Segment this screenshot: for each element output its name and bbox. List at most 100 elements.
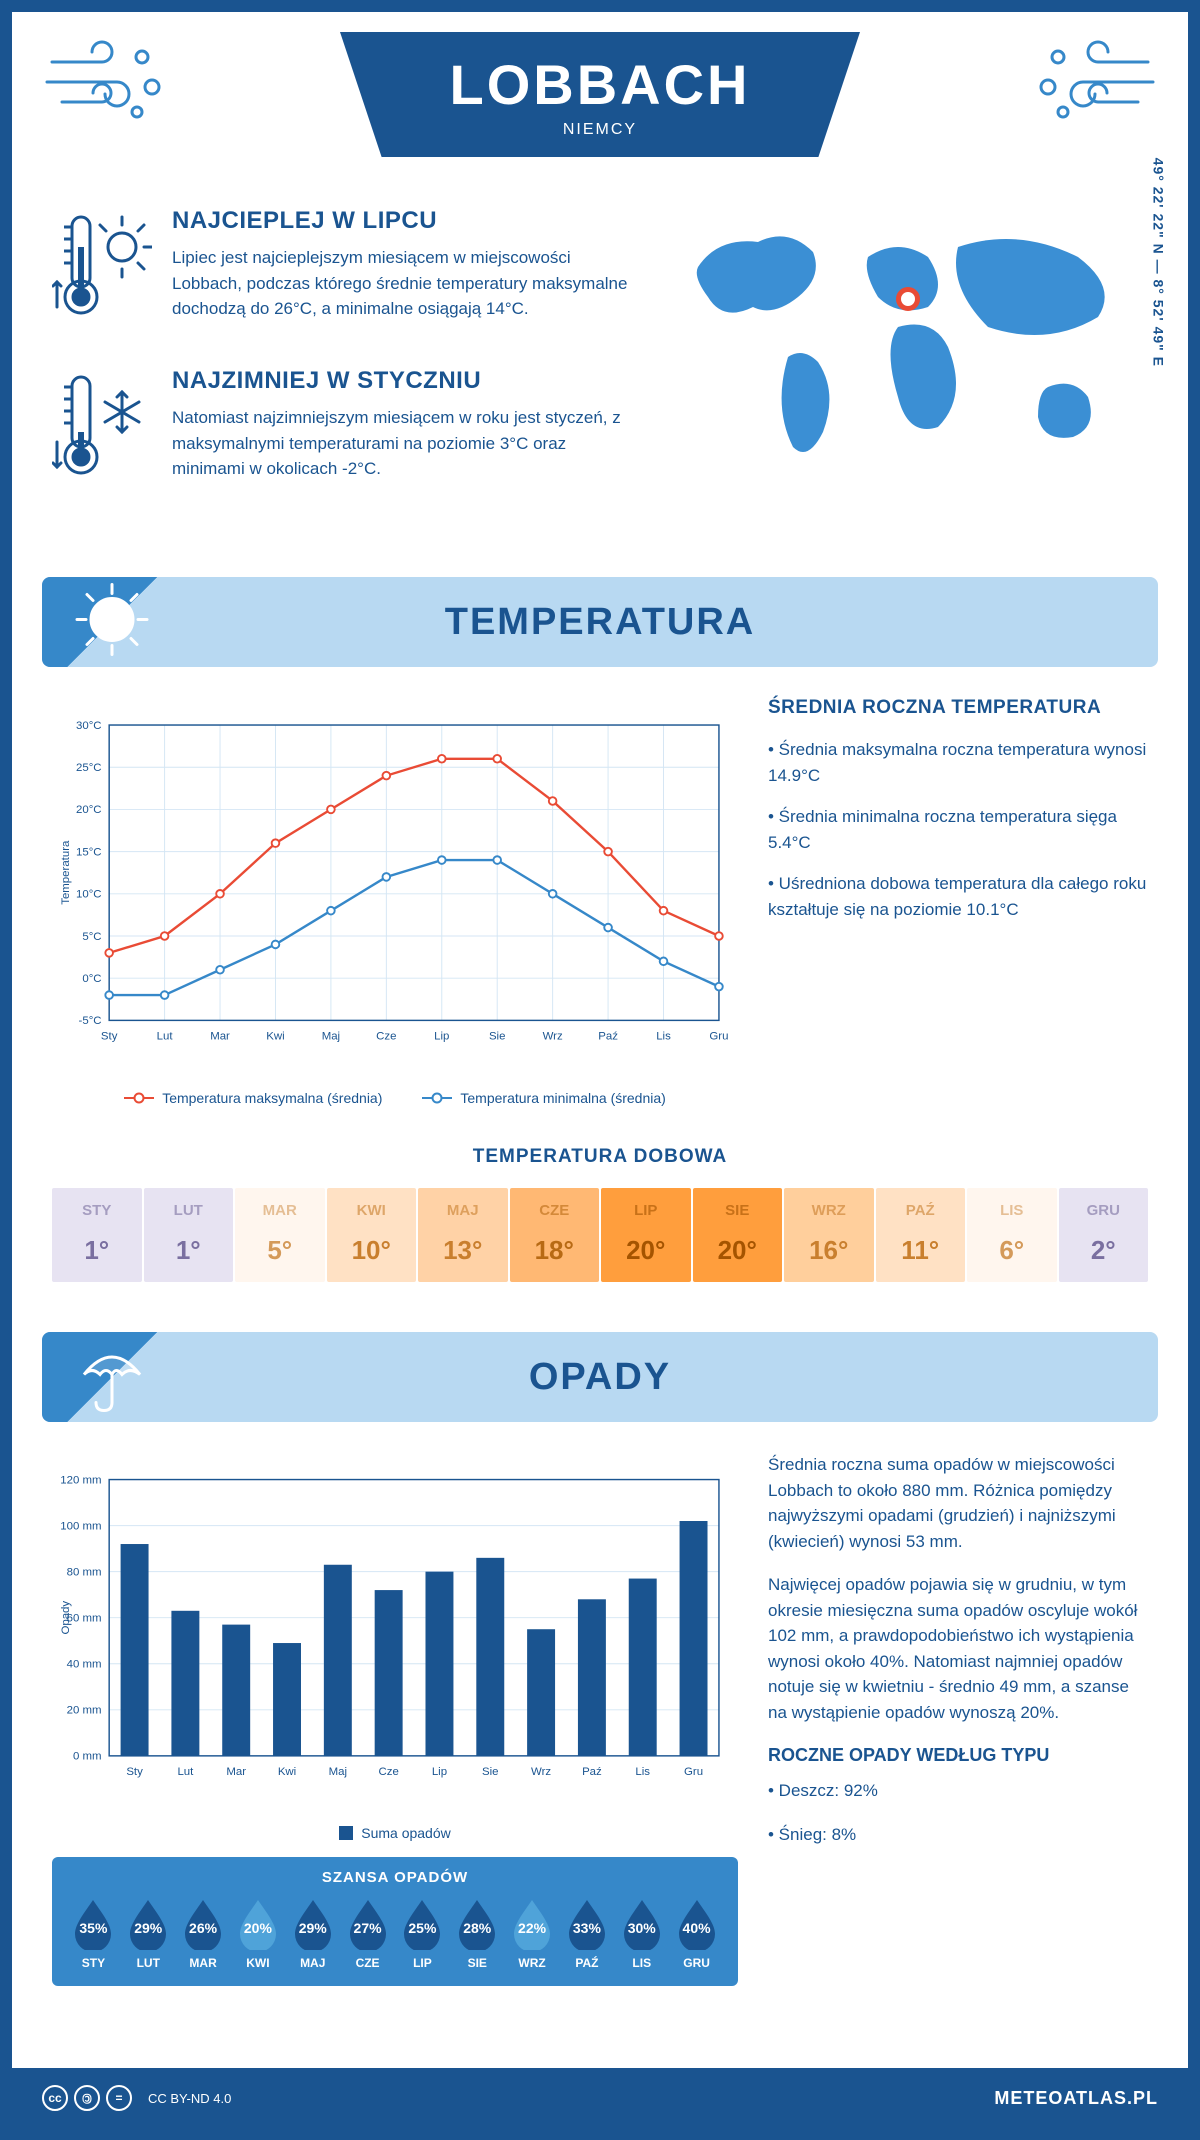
temp-cell: SIE20° [693, 1188, 783, 1282]
thermometer-sun-icon [52, 207, 152, 332]
precip-p2: Najwięcej opadów pojawia się w grudniu, … [768, 1572, 1148, 1725]
header: LOBBACH NIEMCY [12, 12, 1188, 187]
chance-heading: SZANSA OPADÓW [68, 1869, 722, 1886]
country-name: NIEMCY [440, 121, 760, 139]
svg-text:30°C: 30°C [76, 720, 102, 732]
temp-cell: MAJ13° [418, 1188, 508, 1282]
temp-cell: STY1° [52, 1188, 142, 1282]
cc-icon: cc [42, 2085, 68, 2111]
license-area: cc 🄯 = CC BY-ND 4.0 [42, 2085, 231, 2111]
svg-text:Sie: Sie [489, 1030, 506, 1042]
svg-text:Wrz: Wrz [531, 1766, 551, 1778]
cold-title: NAJZIMNIEJ W STYCZNIU [172, 367, 628, 395]
temp-info-b3: • Uśredniona dobowa temperatura dla całe… [768, 871, 1148, 922]
svg-text:Sie: Sie [482, 1766, 499, 1778]
svg-text:Lut: Lut [177, 1766, 194, 1778]
svg-text:0°C: 0°C [82, 973, 101, 985]
temp-cell: KWI10° [327, 1188, 417, 1282]
svg-text:Lip: Lip [434, 1030, 449, 1042]
temperature-header: TEMPERATURA [42, 577, 1158, 667]
drop-cell: 29% LUT [123, 1898, 174, 1970]
precip-chart: 0 mm20 mm40 mm60 mm80 mm100 mm120 mmStyL… [52, 1452, 738, 1986]
svg-text:40 mm: 40 mm [67, 1659, 102, 1671]
svg-text:80 mm: 80 mm [67, 1566, 102, 1578]
temperature-title: TEMPERATURA [445, 601, 756, 644]
svg-text:25°C: 25°C [76, 762, 102, 774]
chance-panel: SZANSA OPADÓW 35% STY 29% LUT 26% MAR 20… [52, 1857, 738, 1986]
drop-cell: 26% MAR [178, 1898, 229, 1970]
svg-text:Maj: Maj [322, 1030, 340, 1042]
thermometer-snow-icon [52, 367, 152, 492]
temp-cell: PAŹ11° [876, 1188, 966, 1282]
svg-text:Lip: Lip [432, 1766, 447, 1778]
footer: cc 🄯 = CC BY-ND 4.0 METEOATLAS.PL [12, 2068, 1188, 2128]
drop-cell: 25% LIP [397, 1898, 448, 1970]
svg-text:Cze: Cze [378, 1766, 398, 1778]
cold-summary: NAJZIMNIEJ W STYCZNIU Natomiast najzimni… [52, 367, 628, 492]
hot-title: NAJCIEPLEJ W LIPCU [172, 207, 628, 235]
wind-decor-right-icon [1028, 32, 1158, 137]
svg-text:10°C: 10°C [76, 889, 102, 901]
precip-header: OPADY [42, 1332, 1158, 1422]
svg-text:Mar: Mar [210, 1030, 230, 1042]
drop-cell: 40% GRU [671, 1898, 722, 1970]
svg-text:Kwi: Kwi [278, 1766, 296, 1778]
daily-temp-grid: STY1° LUT1° MAR5° KWI10° MAJ13° CZE18° L… [52, 1188, 1148, 1282]
svg-text:20 mm: 20 mm [67, 1705, 102, 1717]
svg-text:-5°C: -5°C [79, 1015, 102, 1027]
temp-cell: GRU2° [1059, 1188, 1149, 1282]
precip-info: Średnia roczna suma opadów w miejscowośc… [768, 1452, 1148, 1986]
svg-text:15°C: 15°C [76, 846, 102, 858]
svg-text:Temperatura: Temperatura [60, 840, 72, 905]
cold-text: Natomiast najzimniejszym miesiącem w rok… [172, 405, 628, 482]
drop-cell: 30% LIS [616, 1898, 667, 1970]
brand: METEOATLAS.PL [994, 2088, 1158, 2109]
license-text: CC BY-ND 4.0 [148, 2091, 231, 2106]
world-map-icon [668, 207, 1148, 487]
nd-icon: = [106, 2085, 132, 2111]
temp-cell: LIP20° [601, 1188, 691, 1282]
temperature-legend: Temperatura maksymalna (średnia) Tempera… [52, 1090, 738, 1106]
svg-text:5°C: 5°C [82, 931, 101, 943]
svg-text:20°C: 20°C [76, 804, 102, 816]
temp-cell: WRZ16° [784, 1188, 874, 1282]
svg-text:Lis: Lis [656, 1030, 671, 1042]
drop-cell: 35% STY [68, 1898, 119, 1970]
svg-text:Gru: Gru [709, 1030, 728, 1042]
temp-cell: LIS6° [967, 1188, 1057, 1282]
svg-text:Sty: Sty [126, 1766, 143, 1778]
daily-temp-section: TEMPERATURA DOBOWA STY1° LUT1° MAR5° KWI… [12, 1146, 1188, 1332]
hot-text: Lipiec jest najcieplejszym miesiącem w m… [172, 245, 628, 322]
legend-min: Temperatura minimalna (średnia) [460, 1090, 665, 1106]
svg-text:120 mm: 120 mm [60, 1474, 101, 1486]
temperature-info: ŚREDNIA ROCZNA TEMPERATURA • Średnia mak… [768, 697, 1148, 1106]
drop-cell: 22% WRZ [507, 1898, 558, 1970]
svg-text:Sty: Sty [101, 1030, 118, 1042]
svg-text:Wrz: Wrz [543, 1030, 563, 1042]
temperature-chart: -5°C0°C5°C10°C15°C20°C25°C30°CStyLutMarK… [52, 697, 738, 1106]
precip-legend: Suma opadów [52, 1825, 738, 1841]
svg-text:Kwi: Kwi [266, 1030, 284, 1042]
svg-text:Cze: Cze [376, 1030, 396, 1042]
drop-cell: 33% PAŹ [561, 1898, 612, 1970]
temp-info-heading: ŚREDNIA ROCZNA TEMPERATURA [768, 697, 1148, 719]
svg-text:Maj: Maj [329, 1766, 347, 1778]
svg-text:Gru: Gru [684, 1766, 703, 1778]
by-icon: 🄯 [74, 2085, 100, 2111]
wind-decor-left-icon [42, 32, 172, 137]
precip-title: OPADY [529, 1356, 671, 1399]
svg-text:Paź: Paź [582, 1766, 602, 1778]
drop-cell: 28% SIE [452, 1898, 503, 1970]
map-area: 49° 22' 22" N — 8° 52' 49" E [668, 207, 1148, 527]
drops-grid: 35% STY 29% LUT 26% MAR 20% KWI [68, 1898, 722, 1970]
svg-text:Lis: Lis [635, 1766, 650, 1778]
temp-cell: CZE18° [510, 1188, 600, 1282]
precip-section: 0 mm20 mm40 mm60 mm80 mm100 mm120 mmStyL… [12, 1452, 1188, 2026]
temperature-section: -5°C0°C5°C10°C15°C20°C25°C30°CStyLutMarK… [12, 697, 1188, 1146]
location-marker-icon [896, 287, 920, 311]
temp-cell: MAR5° [235, 1188, 325, 1282]
hot-summary: NAJCIEPLEJ W LIPCU Lipiec jest najcieple… [52, 207, 628, 332]
svg-text:Opady: Opady [60, 1601, 72, 1635]
title-banner: LOBBACH NIEMCY [340, 32, 860, 157]
temp-info-b2: • Średnia minimalna roczna temperatura s… [768, 804, 1148, 855]
